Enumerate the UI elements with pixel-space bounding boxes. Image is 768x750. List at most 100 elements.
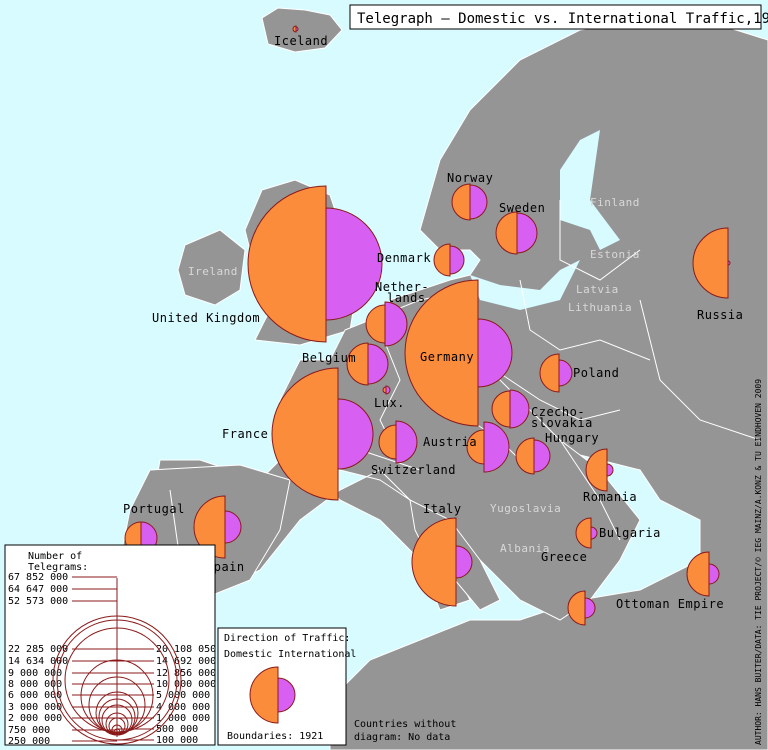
label-france: France bbox=[222, 427, 268, 441]
label-romania: Romania bbox=[583, 490, 637, 504]
size-legend-left-value: 9 000 000 bbox=[8, 668, 62, 679]
no-data-label-estonia: Estonia bbox=[590, 248, 640, 261]
size-legend-right-value: 500 000 bbox=[156, 724, 198, 735]
no-data-label-albania: Albania bbox=[500, 542, 550, 555]
size-legend-title-1: Number of bbox=[28, 551, 82, 562]
size-legend-left-value: 2 000 000 bbox=[8, 713, 62, 724]
label-russia: Russia bbox=[697, 308, 743, 322]
size-legend-right-value: 12 856 000 bbox=[156, 668, 216, 679]
label-czecho-2: slovakia bbox=[531, 416, 593, 430]
no-data-note-1: Countries without bbox=[354, 719, 456, 730]
no-data-label-latvia: Latvia bbox=[576, 283, 619, 296]
diagram-iceland bbox=[292, 25, 299, 33]
size-legend-right-value: 5 000 000 bbox=[156, 690, 210, 701]
diagram-sweden-international bbox=[516, 212, 538, 254]
no-data-label-ireland: Ireland bbox=[188, 265, 238, 278]
map-title: Telegraph – Domestic vs. International T… bbox=[357, 11, 768, 27]
size-legend-left-value: 750 000 bbox=[8, 725, 50, 736]
diagram-bulgaria bbox=[575, 517, 598, 549]
diagram-uk bbox=[247, 185, 383, 343]
diagram-russia bbox=[692, 227, 731, 299]
size-legend-left-value: 3 000 000 bbox=[8, 702, 62, 713]
diagram-iceland-international bbox=[295, 26, 299, 32]
diagram-russia-international bbox=[727, 260, 731, 266]
diagram-denmark bbox=[433, 243, 465, 277]
no-data-label-finland: Finland bbox=[590, 196, 640, 209]
label-norway: Norway bbox=[447, 171, 493, 185]
diagram-austria-domestic bbox=[466, 429, 485, 465]
size-legend-right-value: 100 000 bbox=[156, 735, 198, 746]
diagram-denmark-international bbox=[449, 245, 465, 275]
diagram-uk-international bbox=[325, 207, 383, 321]
diagram-uk-domestic bbox=[247, 185, 327, 343]
diagram-lux bbox=[382, 385, 391, 395]
label-netherlands-2: lands bbox=[387, 291, 426, 305]
diagram-layer bbox=[124, 25, 731, 626]
label-italy: Italy bbox=[423, 502, 462, 516]
diagram-spain-domestic bbox=[193, 495, 226, 559]
size-legend-right-value: 20 108 050 bbox=[156, 644, 216, 655]
label-poland: Poland bbox=[573, 366, 619, 380]
diagram-france bbox=[271, 367, 374, 501]
size-legend-left-value: 8 000 000 bbox=[8, 679, 62, 690]
label-hungary: Hungary bbox=[545, 431, 599, 445]
diagram-netherlands-domestic bbox=[365, 304, 386, 344]
diagram-spain bbox=[193, 495, 242, 559]
size-legend-right-value: 14 692 000 bbox=[156, 656, 216, 667]
size-legend-right-value: 10 000 000 bbox=[156, 679, 216, 690]
credit-text: AUTHOR: HANS BUITER/DATA: TIE PROJECT/© … bbox=[754, 379, 763, 745]
no-data-labels: Ireland Finland Estonia Latvia Lithuania… bbox=[188, 196, 640, 555]
diagram-netherlands bbox=[365, 301, 408, 347]
label-iceland: Iceland bbox=[274, 34, 328, 48]
diagram-belgium-international bbox=[367, 343, 389, 385]
diagram-italy-domestic bbox=[411, 517, 457, 607]
diagram-switzerland bbox=[378, 420, 418, 464]
diagram-romania-domestic bbox=[585, 448, 608, 492]
size-legend-left-value: 22 285 000 bbox=[8, 644, 68, 655]
iceland-land bbox=[261, 7, 343, 53]
size-legend-right-value: 4 000 000 bbox=[156, 702, 210, 713]
diagram-greece-domestic bbox=[567, 590, 586, 626]
diagram-ottoman-domestic bbox=[686, 551, 710, 597]
direction-legend-title: Direction of Traffic: bbox=[224, 633, 350, 644]
direction-legend-boundaries: Boundaries: 1921 bbox=[227, 731, 323, 742]
diagram-sweden-domestic bbox=[495, 211, 518, 255]
diagram-switzerland-domestic bbox=[378, 424, 397, 460]
diagram-romania-international bbox=[606, 463, 614, 477]
diagram-poland bbox=[539, 353, 573, 393]
diagram-ottoman-international bbox=[708, 563, 720, 585]
diagram-austria bbox=[466, 421, 510, 473]
no-data-label-lithuania: Lithuania bbox=[568, 301, 632, 314]
size-legend-left-value: 52 573 000 bbox=[8, 596, 68, 607]
diagram-bulgaria-domestic bbox=[575, 517, 592, 549]
diagram-netherlands-international bbox=[384, 301, 408, 347]
size-legend-box bbox=[4, 544, 216, 746]
label-denmark: Denmark bbox=[377, 251, 431, 265]
title-box bbox=[349, 4, 762, 30]
label-sweden: Sweden bbox=[499, 201, 545, 215]
label-netherlands-1: Nether- bbox=[375, 280, 429, 294]
size-legend-right-value: 1 000 000 bbox=[156, 713, 210, 724]
diagram-germany-international bbox=[477, 318, 513, 388]
diagram-sweden bbox=[495, 211, 538, 255]
diagram-belgium-domestic bbox=[346, 342, 369, 386]
size-legend-title-2: Telegrams: bbox=[28, 562, 88, 573]
diagram-hungary-domestic bbox=[515, 437, 535, 475]
size-legend-left-value: 6 000 000 bbox=[8, 690, 62, 701]
diagram-italy bbox=[411, 517, 473, 607]
diagram-romania bbox=[585, 448, 614, 492]
label-uk: United Kingdom bbox=[152, 311, 260, 325]
country-labels: Iceland Norway Sweden Denmark Nether- la… bbox=[123, 34, 743, 611]
diagram-austria-international bbox=[483, 421, 510, 473]
no-data-note-2: diagram: No data bbox=[354, 732, 450, 743]
diagram-czechoslovakia bbox=[491, 389, 530, 429]
diagram-france-international bbox=[337, 398, 374, 470]
label-spain: Spain bbox=[206, 560, 245, 574]
diagram-lux-international bbox=[385, 385, 391, 395]
label-switzerland: Switzerland bbox=[371, 463, 456, 477]
diagram-germany bbox=[404, 279, 513, 427]
direction-legend-domestic bbox=[249, 666, 279, 724]
label-belgium: Belgium bbox=[302, 351, 356, 365]
label-lux: Lux. bbox=[374, 396, 405, 410]
